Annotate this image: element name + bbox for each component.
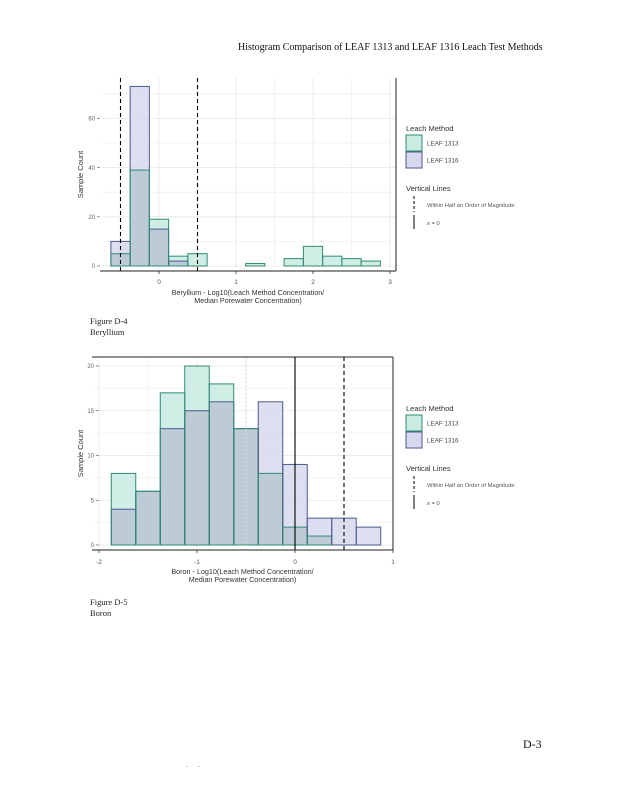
bar-overlap (160, 428, 185, 545)
legend-title-lines: Vertical Lines (406, 184, 451, 193)
y-tick-label: 20 (88, 215, 95, 221)
y-tick-label: 5 (91, 498, 95, 504)
bar-leaf1313 (284, 258, 304, 266)
bar-leaf1316 (356, 527, 381, 545)
bar-leaf1313 (361, 261, 381, 266)
bar-leaf1313 (187, 253, 208, 266)
y-tick-label: 40 (88, 166, 95, 172)
page-header: Histogram Comparison of LEAF 1313 and LE… (238, 42, 543, 53)
x-tick-label: 0 (157, 279, 161, 286)
legend-label: Within Half an Order of Magnitude (427, 483, 515, 489)
y-tick-label: 0 (92, 264, 96, 270)
figure-caption-d4: Figure D-4 Beryllium (90, 316, 128, 338)
legend: Leach Method LEAF 1313 LEAF 1316 Vertical L… (405, 124, 515, 229)
x-tick-label: 0 (293, 559, 297, 566)
bar-leaf1313 (303, 246, 323, 266)
figure-name: Beryllium (90, 327, 125, 337)
bar-outline-leaf1313 (129, 169, 150, 267)
bar-leaf1313 (341, 258, 362, 266)
bar-overlap (110, 253, 131, 266)
legend-label: LEAF 1313 (427, 141, 459, 148)
bar-outline-leaf1313 (245, 263, 266, 267)
legend-key-leaf1313 (405, 134, 423, 152)
bar-overlap (149, 229, 169, 266)
figure-label: Figure D-5 (90, 597, 128, 607)
y-axis-label: Sample Count (76, 429, 85, 477)
legend-label: LEAF 1316 (427, 438, 459, 445)
bar-outline-leaf1313 (360, 260, 381, 267)
gridlines (102, 78, 396, 268)
x-tick-label: 1 (234, 279, 238, 286)
legend-label: x = 0 (427, 501, 440, 507)
legend-label: Within Half an Order of Magnitude (427, 203, 515, 209)
bar-leaf1313 (245, 263, 265, 266)
figure-name: Boron (90, 608, 112, 618)
x-axis-label-line: Beryllium - Log10(Leach Method Concentra… (172, 288, 325, 297)
legend-label: LEAF 1316 (427, 158, 459, 165)
figure-caption-d5: Figure D-5 Boron (90, 597, 128, 619)
legend-label: x = 0 (427, 221, 440, 227)
x-tick-label: -1 (194, 559, 200, 566)
x-tick-label: 2 (311, 279, 315, 286)
legend-title-fill: Leach Method (406, 404, 454, 413)
bar-leaf1313 (322, 256, 342, 266)
x-tick-label: 3 (388, 279, 392, 286)
x-tick-label: -2 (96, 559, 102, 566)
y-tick-label: 0 (91, 543, 95, 549)
bar-overlap (168, 261, 188, 266)
bar-outline-leaf1313 (148, 218, 170, 267)
legend-key-leaf1316 (405, 151, 423, 169)
page-number: D-3 (523, 737, 542, 751)
x-tick-label: 1 (391, 559, 395, 566)
bar-overlap (307, 536, 332, 545)
y-tick-label: 10 (87, 454, 94, 460)
legend-label: LEAF 1313 (427, 421, 459, 428)
x-axis-label-line: Median Porewater Concentration) (189, 575, 296, 584)
legend-title-lines: Vertical Lines (406, 464, 451, 473)
x-axis-label-line: Median Porewater Concentration) (194, 296, 301, 305)
legend-key-leaf1316 (405, 431, 423, 449)
figure-label: Figure D-4 (90, 316, 128, 326)
y-tick-label: 20 (87, 364, 94, 370)
y-tick-label: 15 (87, 409, 94, 415)
bar-outline-leaf1316 (355, 526, 382, 546)
bar-overlap (130, 170, 150, 266)
legend-title-fill: Leach Method (406, 124, 454, 133)
bars (110, 85, 381, 267)
bar-overlap (111, 509, 136, 545)
legend: Leach Method LEAF 1313 LEAF 1316 Vertical L… (405, 404, 515, 509)
y-tick-label: 60 (88, 117, 95, 123)
bar-overlap (258, 473, 283, 545)
bar-overlap (135, 491, 161, 545)
legend-key-leaf1313 (405, 414, 423, 432)
bar-overlap (184, 410, 210, 545)
bar-overlap (209, 401, 234, 545)
x-axis-label-line: Boron - Log10(Leach Method Concentration… (171, 567, 313, 576)
y-axis-label: Sample Count (76, 150, 85, 198)
footer-dots: . . (186, 760, 204, 769)
